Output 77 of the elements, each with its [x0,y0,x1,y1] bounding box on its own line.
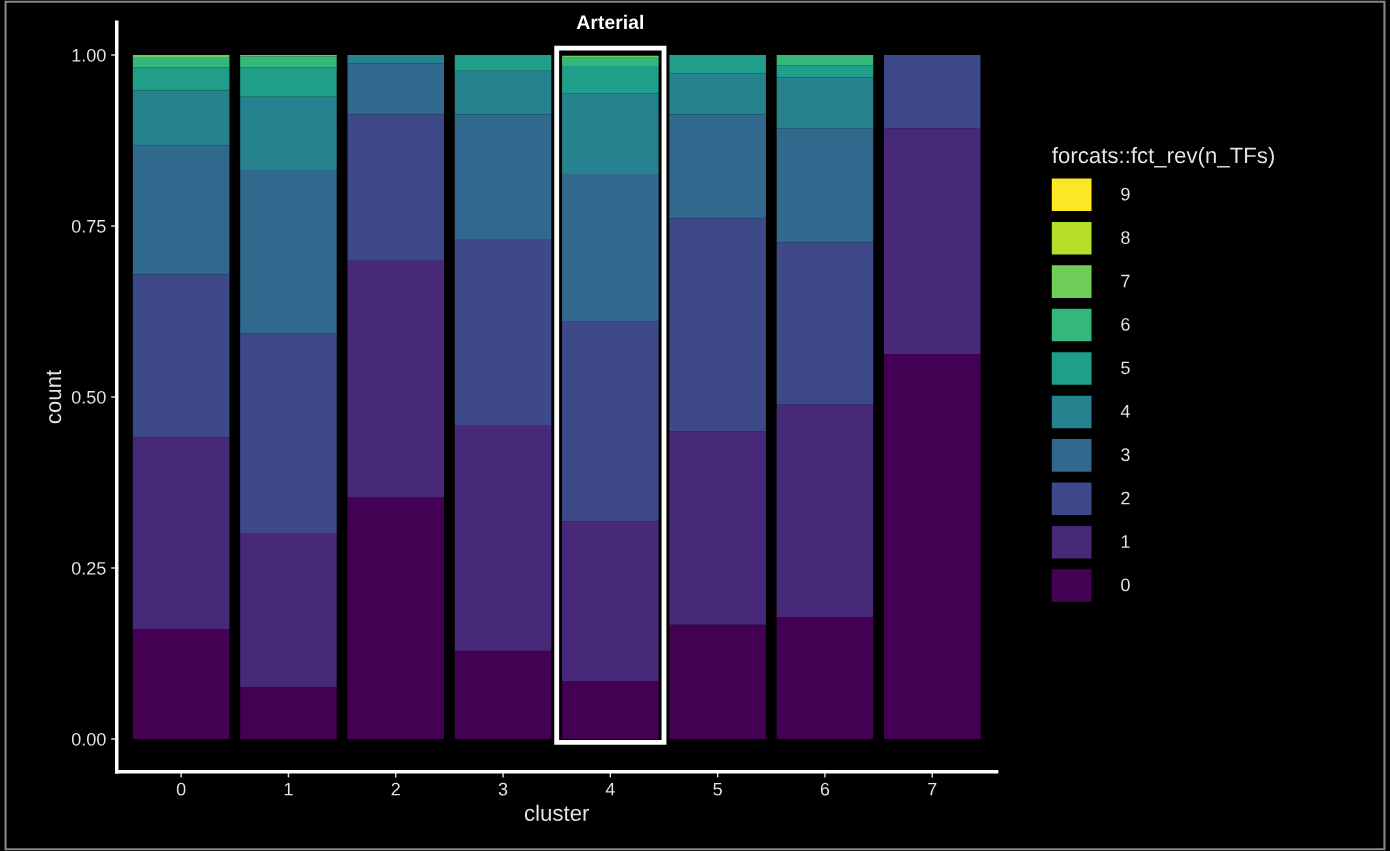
bar [240,169,337,334]
bar [132,57,230,68]
y-tick-label: 0.75 [71,219,106,233]
x-tick-label: 0 [176,782,186,796]
bar [669,73,766,115]
bar [669,54,766,74]
bar [562,55,659,58]
bar [132,90,230,146]
legend-label: 3 [1121,448,1130,462]
x-tick-label: 1 [284,782,293,796]
bar [347,54,445,64]
bar [883,54,981,129]
bar [454,650,552,740]
legend-label: 9 [1121,187,1130,201]
bar [562,173,659,322]
bar [776,77,874,129]
bar [240,333,337,534]
bar [347,63,445,115]
bar [562,321,659,522]
bar [562,65,659,94]
bar [776,54,874,66]
x-tick-label: 6 [820,782,830,796]
bar [454,114,552,239]
x-tick-label: 7 [928,782,937,796]
bar [454,54,552,71]
bar [347,497,445,740]
bar [132,145,230,275]
legend-label: 8 [1121,231,1130,244]
bar [883,128,981,354]
x-tick-label: 3 [498,782,508,796]
y-tick-label: 0.50 [71,390,106,404]
bar [132,67,230,91]
legend-label: 1 [1121,535,1130,548]
bar [132,628,230,740]
bar [347,260,445,498]
bar [776,128,874,243]
bar [132,274,230,438]
legend-title: forcats::fct_rev(n_TFs) [1052,146,1274,168]
bar [132,437,230,629]
bar [562,521,659,681]
legend-label: 2 [1121,491,1130,505]
bar [883,353,981,740]
bar [562,57,659,66]
annotation: Arterial [576,14,644,30]
bar [347,114,445,261]
bar [240,67,337,97]
bar [776,404,874,618]
x-tick-label: 2 [391,782,400,796]
bar [240,96,337,170]
x-tick-label: 5 [713,782,722,796]
x-axis-title: cluster [524,804,590,821]
legend-label: 5 [1121,361,1130,375]
bar [669,218,766,432]
y-tick-label: 0.25 [71,561,106,575]
legend-label: 0 [1121,578,1130,592]
bar [562,93,659,174]
bar [454,70,552,115]
x-tick-label: 4 [605,782,615,796]
y-tick-label: 0.00 [71,732,106,746]
bar [132,54,230,58]
legend-label: 6 [1121,318,1130,331]
bar [776,617,874,740]
bar [240,533,337,688]
bar [562,680,659,740]
bar [669,624,766,740]
legend-label: 4 [1120,405,1130,418]
bar [776,65,874,78]
bar [454,425,552,651]
bar [240,56,337,68]
legend-label: 7 [1121,274,1130,288]
y-axis-title: count [46,369,62,424]
bar [776,242,874,405]
y-tick-label: 1.00 [72,48,106,62]
bar [240,687,337,740]
bar [454,238,552,426]
bar [669,431,766,625]
bar [669,114,766,219]
